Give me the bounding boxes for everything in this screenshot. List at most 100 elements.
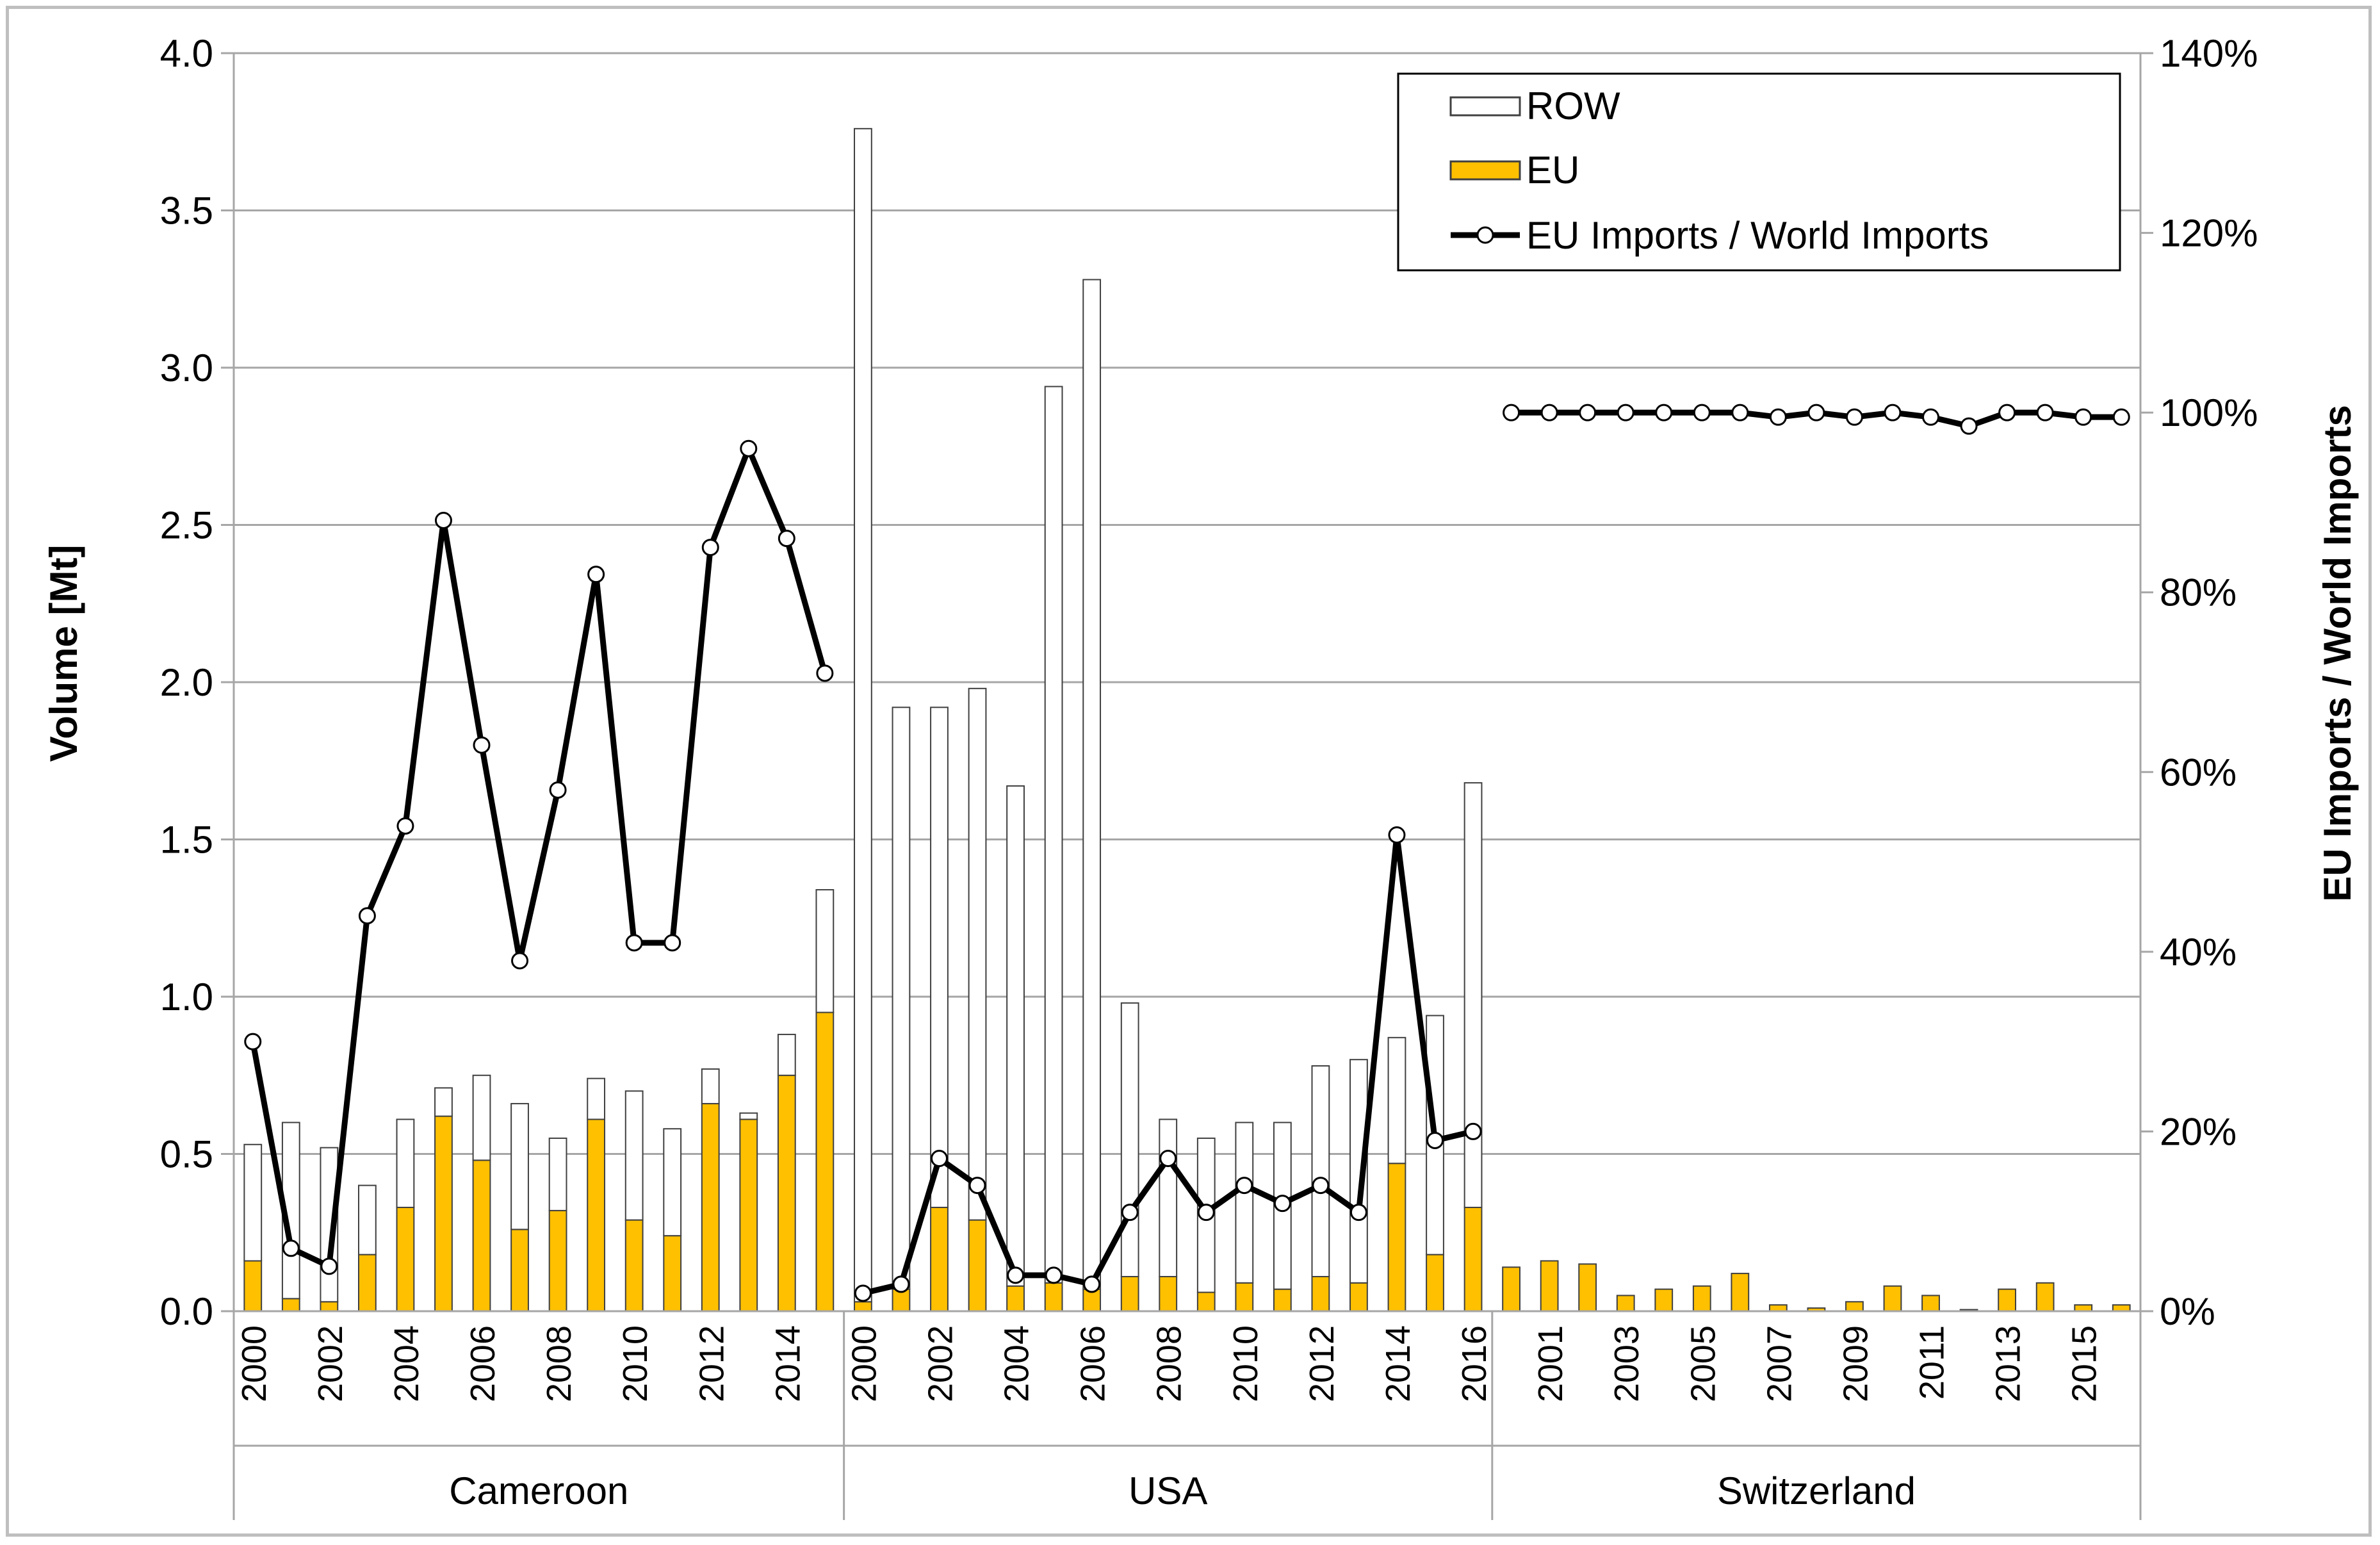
bar-eu [624, 1219, 644, 1312]
ratio-marker [244, 1033, 262, 1050]
bar-row [739, 1112, 758, 1120]
bar-eu [1006, 1285, 1025, 1312]
ratio-marker [1083, 1275, 1101, 1293]
y2-tick-label: 60% [2160, 751, 2237, 794]
y-tick-label: 3.0 [160, 347, 213, 389]
y2-tick-label: 140% [2160, 32, 2258, 75]
bar-row [472, 1074, 491, 1161]
legend-eu-swatch [1449, 160, 1521, 181]
bar-eu [1845, 1301, 1864, 1312]
bar-row [1006, 785, 1025, 1287]
bar-eu [1921, 1295, 1940, 1312]
bar-eu [815, 1011, 835, 1312]
axes [221, 52, 2153, 1520]
bar-eu [2035, 1282, 2055, 1312]
x-tick-label: 2013 [1989, 1325, 2028, 1402]
bar-eu [1120, 1275, 1139, 1312]
x-tick-label: 2000 [235, 1325, 273, 1402]
ratio-marker [1579, 404, 1597, 421]
ratio-marker [282, 1239, 300, 1257]
bar-eu [1235, 1282, 1254, 1312]
x-tick-label: 2014 [769, 1325, 807, 1402]
x-tick-label: 2007 [1760, 1325, 1798, 1402]
ratio-marker [320, 1257, 338, 1275]
legend: ROW EU EU Imports / World Imports [1397, 72, 2121, 272]
ratio-line [250, 445, 828, 1270]
bar-eu [663, 1235, 682, 1312]
ratio-marker [816, 664, 834, 682]
bar-eu [1044, 1282, 1063, 1312]
x-tick-label: 2005 [1684, 1325, 1722, 1402]
bar-eu [320, 1301, 339, 1312]
ratio-marker [1159, 1150, 1177, 1168]
bar-row [1463, 782, 1483, 1208]
legend-row-swatch [1449, 96, 1521, 117]
bar-eu [1502, 1266, 1520, 1312]
ratio-marker [1807, 404, 1825, 421]
bar-row [1387, 1036, 1406, 1165]
ratio-marker [396, 817, 414, 835]
bar-row [815, 889, 835, 1013]
bar-eu [357, 1254, 377, 1312]
ratio-marker [358, 907, 376, 925]
x-tick-label: 2006 [1074, 1325, 1113, 1402]
bar-row [1120, 1002, 1139, 1277]
bar-eu [510, 1229, 529, 1312]
ratio-marker [892, 1275, 910, 1293]
ratio-marker [1960, 417, 1978, 435]
bar-row [1044, 386, 1063, 1284]
ratio-marker [549, 781, 567, 799]
bars [243, 127, 2131, 1312]
bar-row [396, 1118, 415, 1208]
ratio-marker [1045, 1266, 1063, 1284]
ratio-marker [1655, 404, 1673, 421]
ratio-marker [1388, 826, 1406, 844]
ratio-lines [244, 404, 2130, 1302]
legend-ratio-label: EU Imports / World Imports [1526, 214, 1989, 257]
y-tick-label: 1.5 [160, 819, 213, 862]
bar-row [854, 127, 872, 1303]
y-axis-title: Volume [Mt] [42, 545, 85, 762]
ratio-marker [968, 1177, 986, 1195]
ratio-marker [1235, 1177, 1253, 1195]
x-tick-label: 2014 [1379, 1325, 1417, 1402]
axis-labels: 0.0 0.5 1.0 1.5 2.0 2.5 3.0 3.5 4.0 0% 20% 40% 60% 80… [160, 32, 2258, 1512]
ratio-marker [587, 566, 605, 584]
bar-eu [1578, 1263, 1597, 1312]
bar-eu [396, 1206, 415, 1312]
x-tick-label: 2008 [540, 1325, 578, 1402]
ratio-marker [1884, 404, 1902, 421]
x-tick-label: 2006 [464, 1325, 502, 1402]
bar-eu [739, 1118, 758, 1312]
y2-tick-label: 0% [2160, 1290, 2215, 1333]
bar-eu [1273, 1288, 1292, 1312]
bar-eu [1616, 1295, 1635, 1312]
x-tick-label: 2012 [1303, 1325, 1341, 1402]
ratio-marker [2112, 408, 2130, 426]
bar-eu [243, 1260, 263, 1312]
x-tick-label: 2010 [616, 1325, 655, 1402]
bar-row [701, 1068, 720, 1104]
bar-eu [1196, 1291, 1216, 1312]
bar-row [892, 707, 911, 1290]
bar-eu [1349, 1282, 1368, 1312]
y-tick-label: 0.0 [160, 1290, 213, 1333]
x-tick-label: 2008 [1150, 1325, 1189, 1402]
group-label: Cameroon [449, 1469, 628, 1512]
bar-eu [1311, 1275, 1330, 1312]
y-tick-label: 3.5 [160, 190, 213, 233]
bar-eu [1387, 1163, 1406, 1312]
ratio-marker [1540, 404, 1558, 421]
y-tick-label: 1.0 [160, 976, 213, 1018]
ratio-marker [1922, 408, 1940, 426]
y-tick-label: 2.0 [160, 661, 213, 704]
bar-row [930, 707, 949, 1208]
ratio-marker [930, 1150, 948, 1168]
bar-eu [701, 1102, 720, 1312]
group-label: Switzerland [1717, 1469, 1916, 1512]
x-tick-label: 2016 [1455, 1325, 1494, 1402]
x-tick-label: 2004 [998, 1325, 1036, 1402]
y2-axis-title: EU Imports / World Imports [2316, 405, 2359, 902]
ratio-marker [1349, 1204, 1367, 1222]
